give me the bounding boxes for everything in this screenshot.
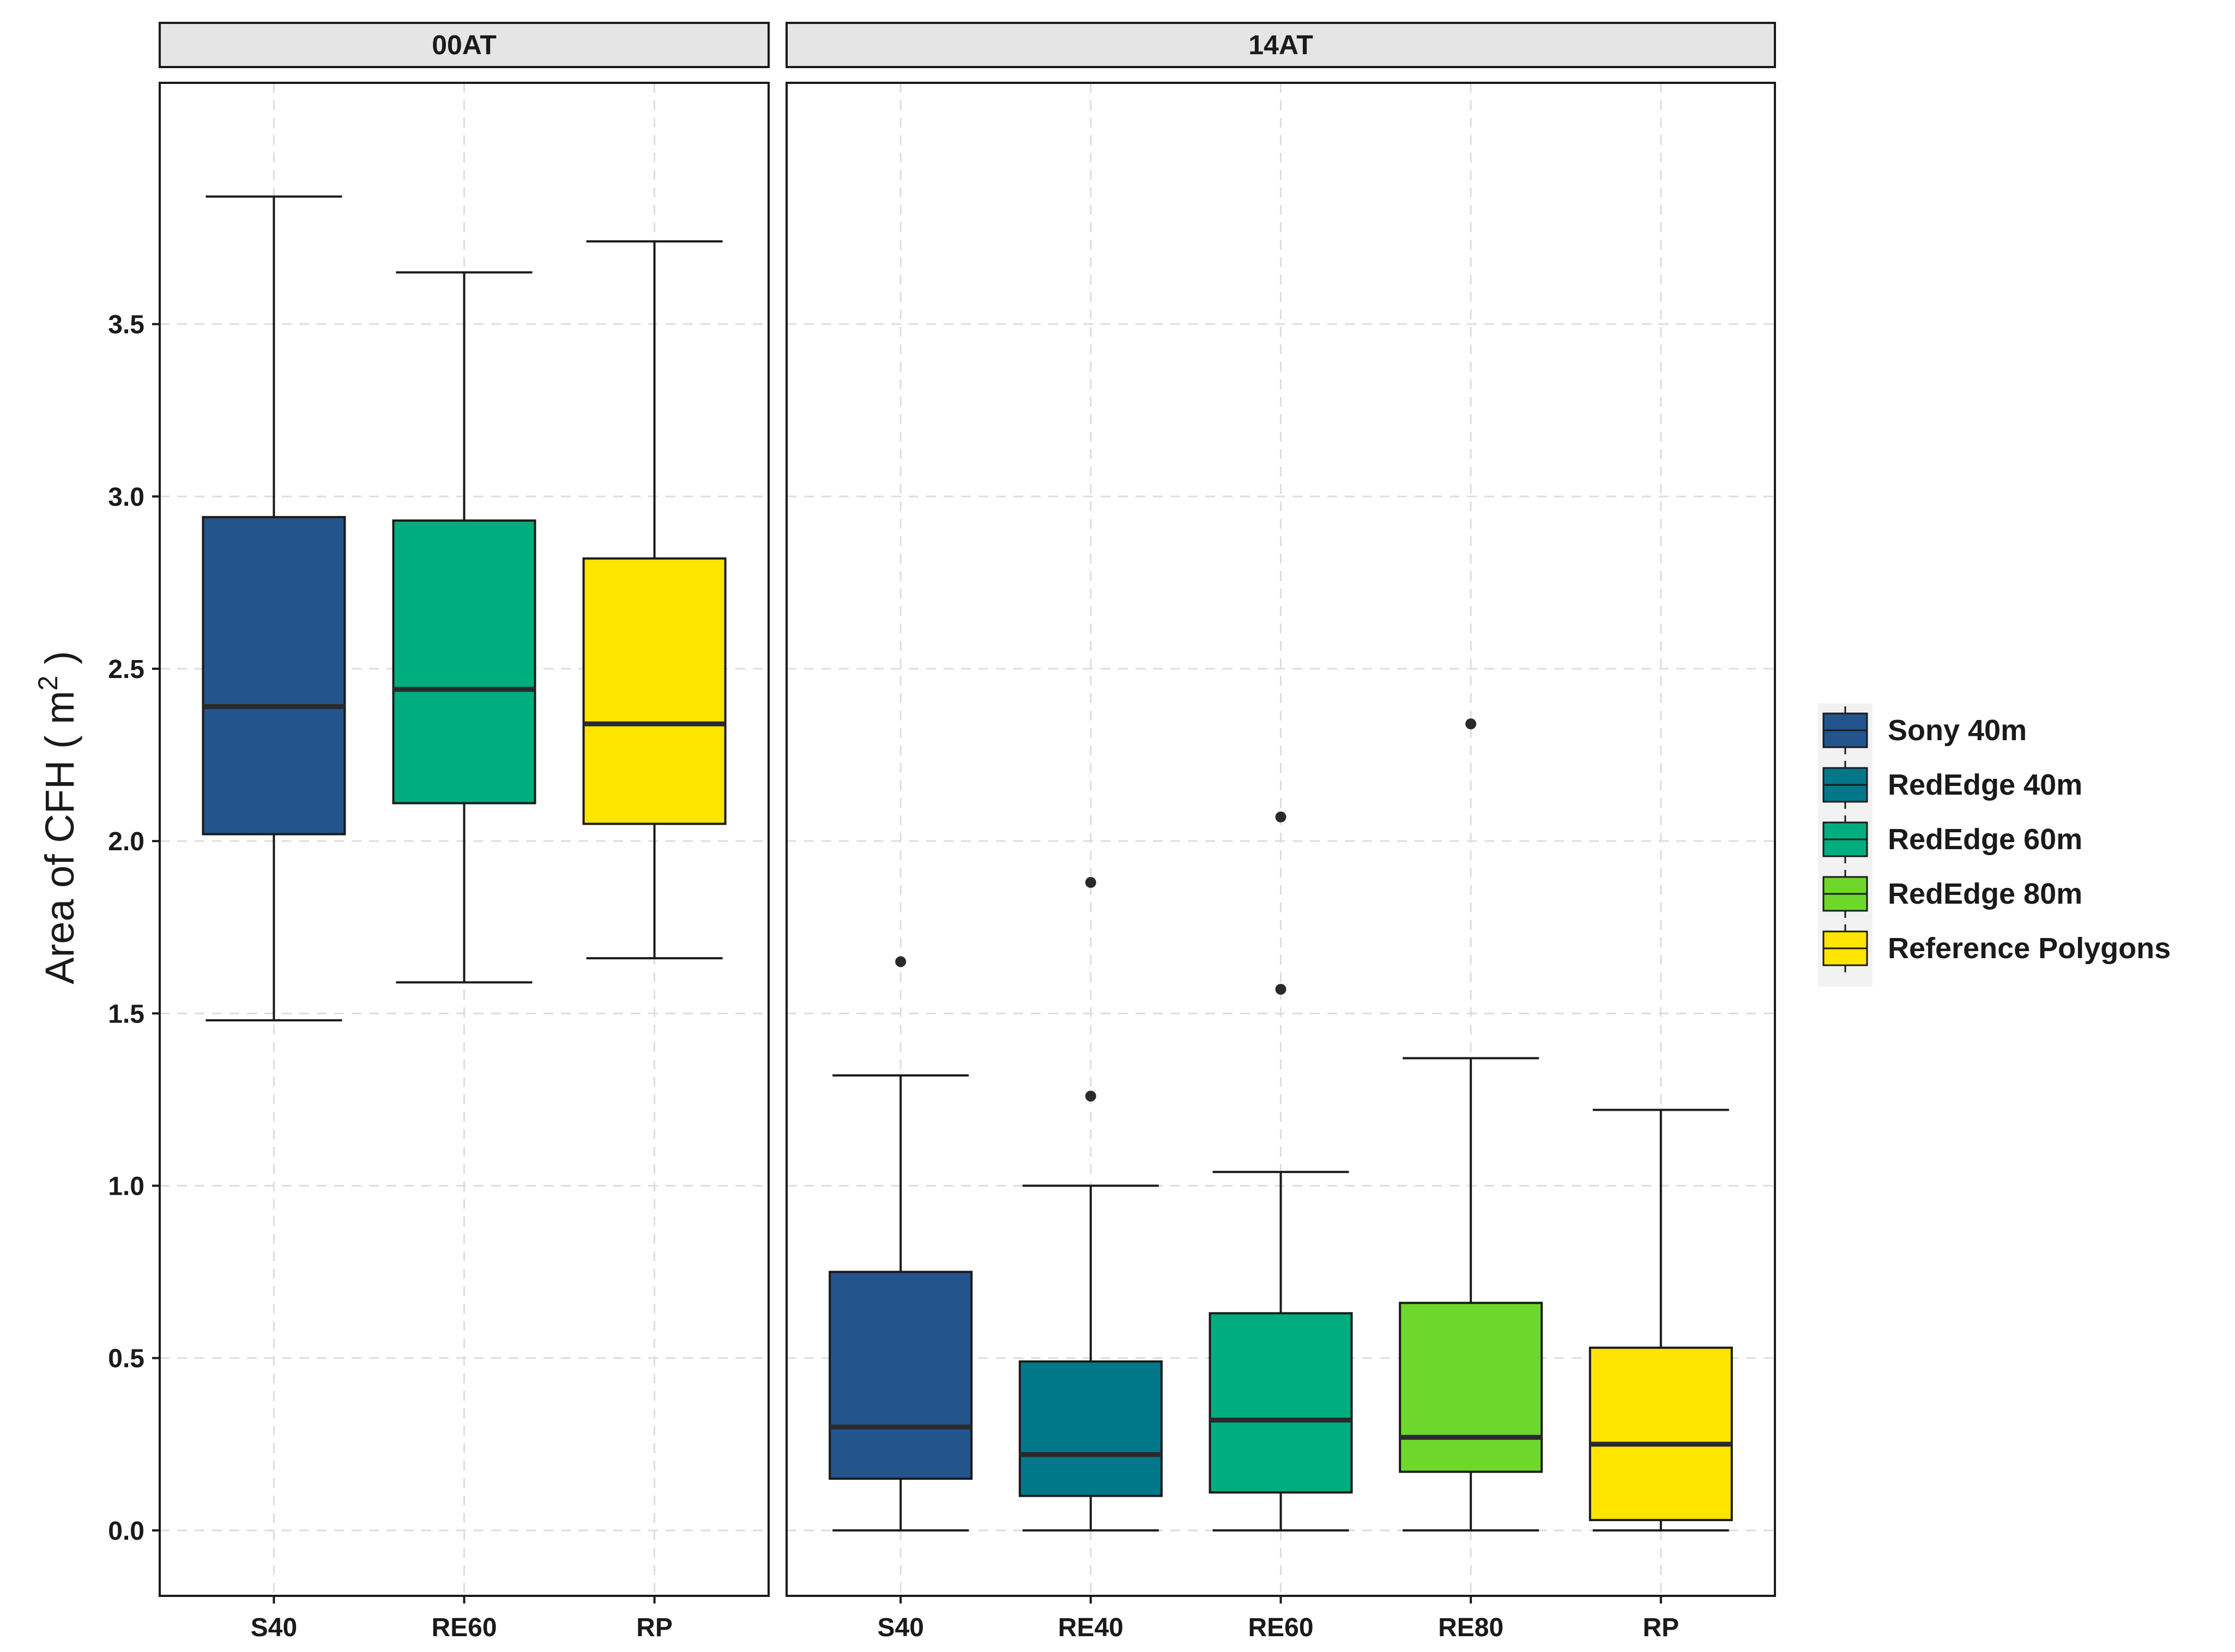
y-axis-title-close: ) [37, 651, 82, 675]
y-tick-label: 3.0 [108, 483, 144, 512]
legend-item: RedEdge 60m [1822, 815, 2082, 863]
y-tick-label: 0.0 [108, 1517, 144, 1546]
x-tick-label: RE40 [1058, 1613, 1123, 1642]
iqr-box [1018, 1360, 1163, 1497]
outlier-point [1275, 811, 1286, 822]
y-tick-label: 3.5 [108, 311, 144, 340]
box-14AT-S40 [829, 956, 973, 1532]
y-axis-title-main: Area of CFH ( m [37, 691, 82, 984]
x-tick-label: RE60 [1248, 1613, 1313, 1642]
legend-label: RedEdge 80m [1888, 878, 2082, 910]
iqr-box [202, 516, 346, 836]
y-tick-label: 0.5 [108, 1345, 144, 1373]
legend-label: RedEdge 60m [1888, 823, 2082, 856]
panel-strip-label: 14AT [1248, 30, 1313, 60]
x-tick-label: RP [636, 1613, 673, 1642]
x-tick-label: RE80 [1438, 1613, 1503, 1642]
box-00AT-RP [582, 240, 727, 960]
panel-strip-14AT [786, 22, 1776, 68]
y-axis-title: Area of CFH ( m2 ) [33, 651, 82, 984]
box-14AT-RE40 [1018, 877, 1163, 1532]
y-tick-label: 2.5 [108, 655, 144, 684]
box-14AT-RE60 [1209, 811, 1353, 1532]
x-tick-label: RP [1642, 1613, 1679, 1642]
legend-item: Sony 40m [1822, 706, 2027, 754]
iqr-box [1399, 1302, 1543, 1473]
x-tick-label: S40 [877, 1613, 923, 1642]
y-axis-title-exponent: 2 [33, 675, 63, 691]
box-14AT-RE80 [1399, 718, 1543, 1532]
legend-item: RedEdge 80m [1822, 870, 2082, 918]
outlier-point [895, 956, 907, 967]
box-14AT-RP [1588, 1109, 1733, 1532]
iqr-box [829, 1270, 973, 1480]
legend-label: Sony 40m [1888, 714, 2027, 747]
outlier-point [1275, 984, 1286, 995]
legend-label: Reference Polygons [1888, 932, 2171, 965]
outlier-point [1465, 718, 1477, 730]
iqr-box [1588, 1346, 1733, 1521]
legend-item: Reference Polygons [1822, 924, 2171, 972]
x-tick-label: RE60 [431, 1613, 497, 1642]
iqr-box [392, 519, 536, 804]
outlier-point [1085, 877, 1096, 888]
y-tick-label: 1.5 [108, 1000, 144, 1028]
panel-strip-00AT [159, 22, 770, 68]
y-tick-label: 1.0 [108, 1172, 144, 1201]
panel-strip-label: 00AT [432, 30, 497, 60]
y-tick-label: 2.0 [108, 827, 144, 856]
iqr-box [1209, 1312, 1353, 1494]
outlier-point [1085, 1091, 1096, 1102]
box-00AT-RE60 [392, 271, 536, 984]
x-tick-label: S40 [251, 1613, 297, 1642]
legend-label: RedEdge 40m [1888, 768, 2082, 801]
iqr-box [582, 557, 727, 825]
box-00AT-S40 [202, 195, 346, 1021]
legend-item: RedEdge 40m [1822, 761, 2082, 809]
